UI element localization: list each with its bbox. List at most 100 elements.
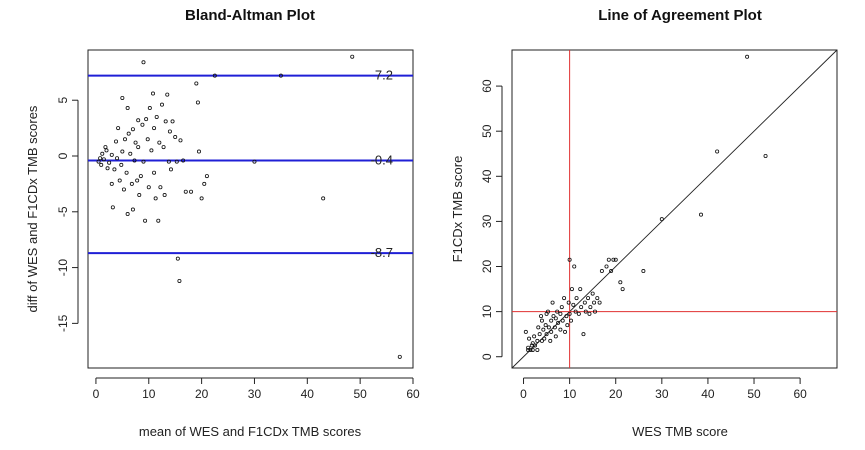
bland-altman-y-ticks: -15 -10 -5 0 5 (56, 97, 79, 332)
bland-altman-data-point (133, 140, 138, 145)
agreement-data-point (574, 296, 579, 301)
agreement-y-tick-label: 20 (480, 260, 494, 274)
bland-altman-data-point (101, 157, 106, 162)
agreement-y-tick-label: 40 (480, 169, 494, 183)
agreement-data-point (586, 296, 591, 301)
agreement-y-label: F1CDx TMB score (450, 156, 465, 263)
bland-altman-data-point (157, 140, 162, 145)
agreement-data-point (745, 54, 750, 59)
agreement-x-tick-label: 40 (701, 387, 715, 401)
bland-altman-points (96, 54, 402, 359)
agreement-data-point (530, 347, 535, 352)
agreement-data-point (569, 287, 574, 292)
agreement-data-point (606, 257, 611, 262)
agreement-y-tick-label: 10 (480, 305, 494, 319)
bland-altman-data-point (204, 174, 209, 179)
bland-altman-data-point (166, 159, 171, 164)
bland-altman-y-tick-label: -15 (56, 314, 70, 332)
agreement-data-point (618, 280, 623, 285)
bland-altman-data-point (114, 139, 119, 144)
agreement-data-point (548, 338, 553, 343)
agreement-y-tick-label: 0 (480, 353, 494, 360)
agreement-data-point (576, 311, 581, 316)
agreement-y-ticks: 0 10 20 30 40 50 60 (480, 79, 503, 360)
agreement-data-point (559, 305, 564, 310)
agreement-data-point (545, 309, 550, 314)
agreement-data-point (549, 318, 554, 323)
bland-altman-data-point (147, 106, 152, 111)
agreement-data-point (552, 325, 557, 330)
bland-altman-data-point (183, 189, 188, 194)
bland-altman-y-tick-label: -5 (56, 206, 70, 217)
bland-altman-data-point (144, 117, 149, 122)
bland-altman-data-point (173, 135, 178, 140)
bland-altman-data-point (115, 156, 120, 161)
agreement-data-point (555, 309, 560, 314)
agreement-data-point (558, 327, 563, 332)
agreement-panel: Line of Agreement Plot 0 10 20 30 40 50 60 0 10… (450, 7, 838, 439)
bland-altman-data-point (138, 174, 143, 179)
agreement-data-point (569, 318, 574, 323)
bland-altman-data-point (141, 159, 146, 164)
bland-altman-data-point (112, 167, 117, 172)
bland-altman-data-point (120, 149, 125, 154)
agreement-data-point (572, 264, 577, 269)
bland-altman-data-point (152, 126, 157, 131)
bland-altman-y-tick-label: -10 (56, 259, 70, 277)
bland-altman-data-point (150, 91, 155, 96)
bland-altman-data-point (124, 170, 129, 175)
agreement-data-point (546, 325, 551, 330)
bland-altman-data-point (163, 119, 168, 124)
agreement-data-point (539, 338, 544, 343)
bland-altman-data-point (109, 152, 114, 157)
agreement-data-point (563, 329, 568, 334)
bland-altman-data-point (136, 118, 141, 123)
bland-altman-data-point (132, 158, 137, 163)
agreement-data-point (558, 311, 563, 316)
agreement-data-point (641, 269, 646, 274)
bland-altman-data-point (194, 81, 199, 86)
agreement-data-point (659, 217, 664, 222)
bland-altman-x-label: mean of WES and F1CDx TMB scores (139, 424, 362, 439)
bland-altman-data-point (175, 256, 180, 261)
bland-altman-data-point (181, 158, 186, 163)
agreement-data-point (553, 334, 558, 339)
bland-altman-y-tick-label: 5 (56, 97, 70, 104)
bland-altman-data-point (178, 138, 183, 143)
agreement-data-point (536, 325, 541, 330)
bland-altman-data-point (156, 218, 161, 223)
agreement-data-point (556, 320, 561, 325)
bland-altman-x-tick-label: 0 (93, 387, 100, 401)
bland-altman-data-point (189, 189, 194, 194)
agreement-x-tick-label: 0 (520, 387, 527, 401)
bland-altman-data-point (162, 193, 167, 198)
agreement-x-label: WES TMB score (632, 424, 728, 439)
bland-altman-limit-label: -8.7 (371, 245, 393, 260)
bland-altman-data-point (145, 137, 150, 142)
agreement-data-point (560, 318, 565, 323)
agreement-data-point (550, 300, 555, 305)
bland-altman-data-point (149, 148, 154, 153)
agreement-data-point (530, 341, 535, 346)
agreement-data-point (611, 257, 616, 262)
bland-altman-data-point (96, 159, 101, 164)
bland-altman-data-point (165, 92, 170, 97)
agreement-data-point (620, 287, 625, 292)
agreement-data-point (573, 309, 578, 314)
bland-altman-data-point (103, 145, 108, 150)
bland-altman-data-point (99, 162, 104, 167)
agreement-data-point (526, 345, 531, 350)
agreement-y-tick-label: 30 (480, 214, 494, 228)
agreement-x-tick-label: 20 (609, 387, 623, 401)
bland-altman-x-tick-label: 50 (353, 387, 367, 401)
bland-altman-data-point (146, 185, 151, 190)
agreement-data-point (537, 332, 542, 337)
bland-altman-data-point (116, 126, 121, 131)
bland-altman-data-point (212, 73, 217, 78)
agreement-data-point (597, 300, 602, 305)
bland-altman-data-point (136, 145, 141, 150)
agreement-data-point (543, 323, 548, 328)
bland-altman-data-point (119, 162, 124, 167)
bland-altman-data-point (125, 212, 130, 217)
